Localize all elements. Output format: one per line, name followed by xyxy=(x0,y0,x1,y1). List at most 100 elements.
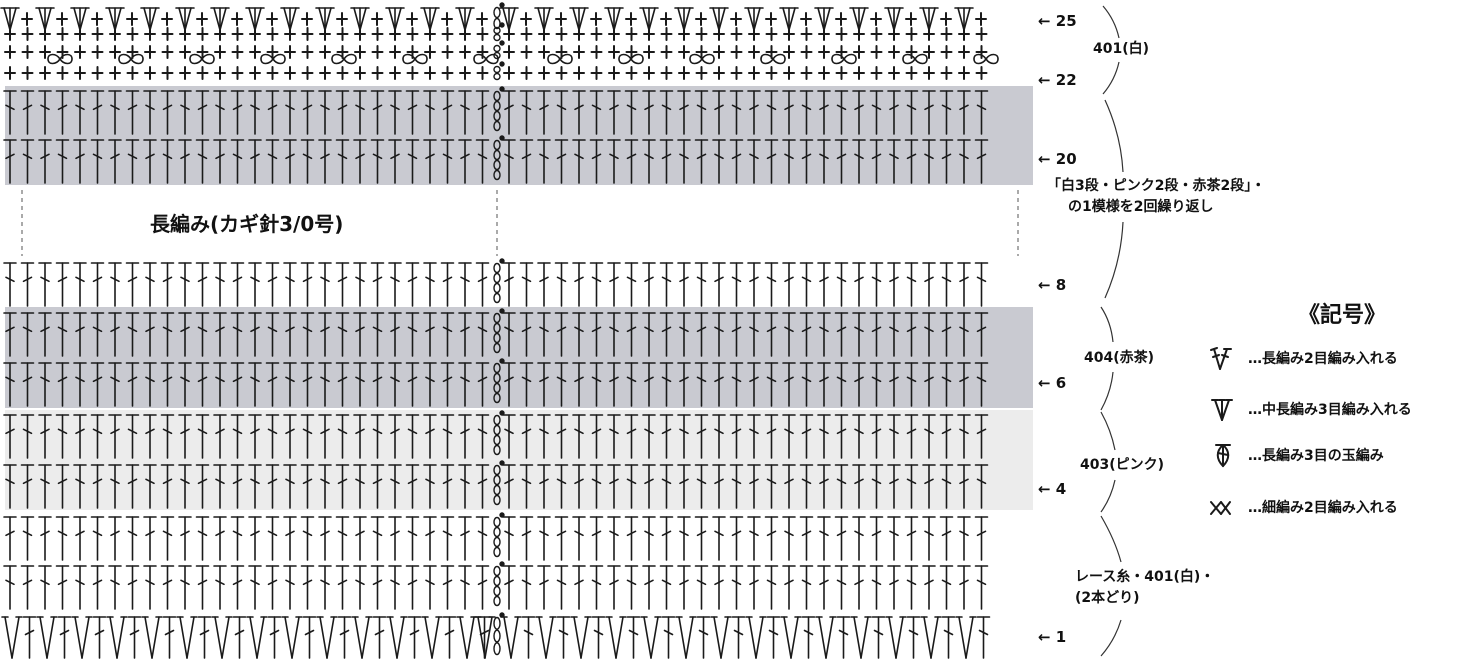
sc-stitch xyxy=(441,45,454,59)
dc-stitch xyxy=(300,414,315,459)
dc-stitch xyxy=(974,565,989,610)
dc-stitch xyxy=(852,565,866,610)
sc-stitch xyxy=(4,66,16,80)
sc-stitch xyxy=(354,66,366,80)
dc-stitch xyxy=(766,616,781,659)
shell-stitch xyxy=(884,7,904,31)
dc-stitch xyxy=(178,139,192,184)
dc-stitch xyxy=(57,616,72,659)
sc-stitch xyxy=(4,45,16,59)
shell-stitch xyxy=(385,7,405,31)
sc-stitch xyxy=(695,27,708,41)
dc-stitch xyxy=(764,90,779,135)
dc-stitch xyxy=(440,139,455,184)
shell-stitch xyxy=(210,7,230,31)
dc-stitch xyxy=(939,312,954,357)
dc-stitch xyxy=(922,565,936,610)
dc-stitch xyxy=(458,90,472,135)
dc-stitch xyxy=(502,516,516,561)
v-inc-stitch xyxy=(1,616,23,659)
dc-stitch xyxy=(712,312,726,357)
sc-stitch xyxy=(608,66,620,80)
dc-stitch xyxy=(405,414,420,459)
bracket-pink-lower xyxy=(1100,479,1116,513)
dc-stitch xyxy=(475,464,490,509)
dc-stitch xyxy=(729,464,744,509)
dc-stitch xyxy=(143,565,157,610)
dc-stitch xyxy=(887,414,901,459)
dc-stitch xyxy=(519,414,534,459)
dc-stitch xyxy=(852,362,866,407)
dc-stitch xyxy=(73,414,87,459)
dc-stitch xyxy=(694,414,709,459)
sc-stitch xyxy=(625,66,638,80)
stitch-label: 長編み(カギ針3/0号) xyxy=(150,212,344,236)
hdc-3-inc-icon xyxy=(1211,399,1233,421)
dc-stitch xyxy=(20,464,35,509)
dc-stitch xyxy=(519,565,534,610)
dc-stitch xyxy=(335,262,350,307)
chain-loop xyxy=(402,53,428,65)
dc-stitch xyxy=(747,362,761,407)
row-marker-25: ← 25 xyxy=(1038,12,1077,30)
dc-stitch xyxy=(957,312,971,357)
sc-stitch xyxy=(126,27,139,41)
dc-stitch xyxy=(554,565,569,610)
dc-stitch xyxy=(38,139,52,184)
dc-stitch xyxy=(782,362,796,407)
dc-stitch xyxy=(852,312,866,357)
v-inc-stitch xyxy=(605,616,627,659)
dc-stitch xyxy=(904,414,919,459)
shell-stitch xyxy=(639,7,659,31)
dc-stitch xyxy=(696,616,711,659)
dc-stitch xyxy=(440,362,455,407)
shell-stitch xyxy=(744,7,764,31)
dc-stitch xyxy=(458,516,472,561)
sc-stitch xyxy=(231,27,244,41)
chain-loop xyxy=(260,53,286,65)
dc-stitch xyxy=(624,362,639,407)
chain-row-2 xyxy=(493,561,505,607)
dc-stitch xyxy=(248,362,262,407)
dc-stitch xyxy=(353,414,367,459)
dc-stitch xyxy=(20,516,35,561)
dc-stitch xyxy=(922,414,936,459)
v-inc-stitch xyxy=(456,616,478,659)
dc-stitch xyxy=(537,565,551,610)
dc-stitch xyxy=(213,362,227,407)
dc-stitch xyxy=(554,139,569,184)
dc-stitch xyxy=(195,139,210,184)
dc-stitch xyxy=(265,262,280,307)
v-inc-stitch xyxy=(316,616,338,659)
shell-stitch xyxy=(674,7,694,31)
dc-stitch xyxy=(335,516,350,561)
dc-stitch xyxy=(677,262,691,307)
sc-stitch xyxy=(853,45,865,59)
dc-stitch xyxy=(160,139,175,184)
dc-stitch xyxy=(834,362,849,407)
sc-stitch xyxy=(424,66,436,80)
dc-stitch xyxy=(300,516,315,561)
v-inc-stitch xyxy=(71,616,93,659)
row-marker-20: ← 20 xyxy=(1038,150,1077,168)
sc-stitch xyxy=(371,66,384,80)
dc-stitch xyxy=(475,139,490,184)
dc-stitch xyxy=(747,312,761,357)
legend-text-hdc-3-inc: …中長編み3目編み入れる xyxy=(1248,402,1412,418)
dc-stitch xyxy=(90,414,105,459)
dc-stitch xyxy=(265,139,280,184)
dc-stitch xyxy=(160,312,175,357)
sc-stitch xyxy=(161,66,174,80)
dc-stitch xyxy=(589,312,604,357)
sc-stitch xyxy=(56,66,69,80)
dc-stitch xyxy=(283,139,297,184)
legend-item-hdc-3-inc: …中長編み3目編み入れる xyxy=(1208,396,1412,422)
dc-stitch xyxy=(801,616,816,659)
dc-stitch xyxy=(764,565,779,610)
dc-stitch xyxy=(799,565,814,610)
sc-stitch xyxy=(625,12,637,26)
dc-stitch xyxy=(939,362,954,407)
band-red-brown-top xyxy=(5,86,1033,185)
sc-stitch xyxy=(748,45,760,59)
sc-stitch xyxy=(336,45,349,59)
